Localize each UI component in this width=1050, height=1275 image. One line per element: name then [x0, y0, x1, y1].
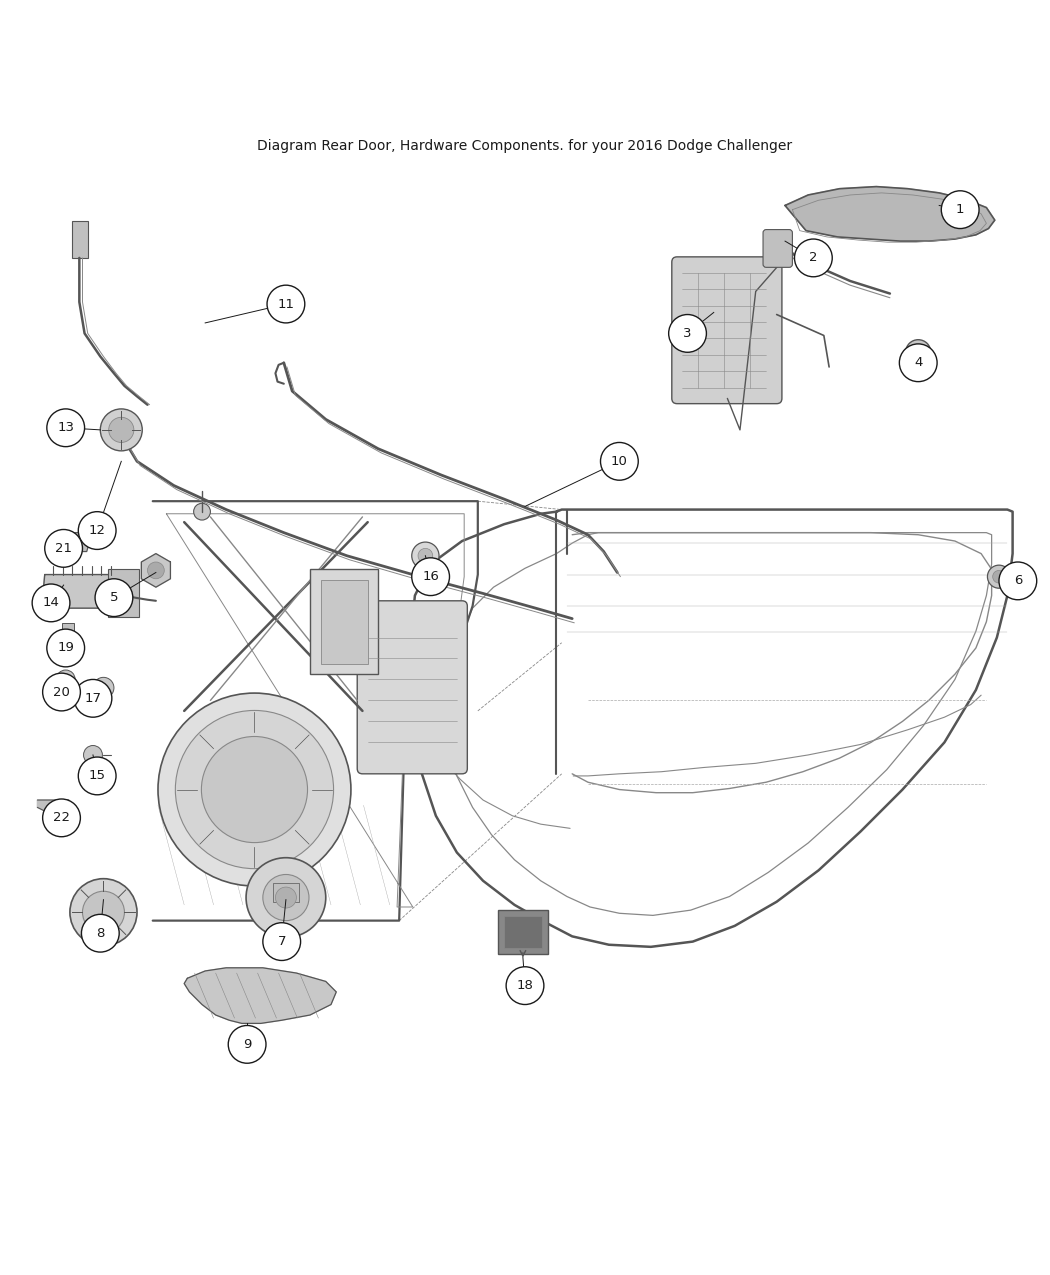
Circle shape — [267, 286, 304, 323]
Circle shape — [47, 409, 85, 446]
Circle shape — [506, 966, 544, 1005]
Circle shape — [228, 1025, 266, 1063]
Polygon shape — [62, 533, 90, 552]
Circle shape — [992, 570, 1005, 583]
Circle shape — [412, 542, 439, 570]
Circle shape — [70, 878, 136, 946]
Circle shape — [45, 529, 83, 567]
Circle shape — [412, 557, 449, 595]
Circle shape — [669, 315, 707, 352]
Text: 18: 18 — [517, 979, 533, 992]
Circle shape — [175, 710, 334, 868]
Circle shape — [82, 914, 120, 952]
Text: 10: 10 — [611, 455, 628, 468]
Text: 21: 21 — [55, 542, 72, 555]
Polygon shape — [142, 553, 170, 588]
Text: 7: 7 — [277, 935, 286, 949]
Text: 6: 6 — [1013, 574, 1022, 588]
Circle shape — [601, 442, 638, 481]
Circle shape — [147, 562, 164, 579]
Circle shape — [912, 346, 924, 358]
Circle shape — [79, 511, 117, 550]
Text: 20: 20 — [54, 686, 70, 699]
Circle shape — [906, 339, 930, 365]
Text: 22: 22 — [52, 811, 70, 825]
Text: 8: 8 — [97, 927, 105, 940]
Text: 16: 16 — [422, 570, 439, 583]
Circle shape — [47, 629, 85, 667]
Text: 11: 11 — [277, 297, 294, 311]
Circle shape — [262, 923, 300, 960]
Polygon shape — [184, 968, 336, 1024]
Circle shape — [900, 344, 937, 381]
Circle shape — [83, 891, 125, 933]
FancyBboxPatch shape — [672, 256, 782, 404]
Text: 1: 1 — [956, 203, 964, 217]
Text: 4: 4 — [915, 356, 922, 370]
Text: Diagram Rear Door, Hardware Components. for your 2016 Dodge Challenger: Diagram Rear Door, Hardware Components. … — [257, 139, 793, 153]
Text: 12: 12 — [88, 524, 106, 537]
Bar — [62, 622, 75, 644]
Circle shape — [158, 694, 351, 886]
Circle shape — [246, 858, 326, 937]
Circle shape — [43, 673, 81, 711]
Text: 9: 9 — [243, 1038, 251, 1051]
Text: 2: 2 — [810, 251, 818, 264]
Bar — [273, 882, 298, 901]
FancyBboxPatch shape — [357, 601, 467, 774]
Polygon shape — [785, 186, 994, 241]
Circle shape — [79, 757, 117, 794]
Circle shape — [418, 548, 433, 564]
Circle shape — [795, 238, 833, 277]
Bar — [72, 221, 88, 258]
Bar — [504, 917, 542, 947]
Text: 14: 14 — [43, 597, 60, 609]
Circle shape — [262, 875, 309, 921]
Circle shape — [101, 409, 142, 451]
FancyBboxPatch shape — [763, 230, 793, 268]
Text: 17: 17 — [84, 692, 102, 705]
Circle shape — [999, 562, 1036, 599]
Circle shape — [84, 746, 103, 765]
Circle shape — [33, 584, 70, 622]
Circle shape — [109, 417, 133, 442]
Circle shape — [96, 579, 132, 617]
Polygon shape — [43, 575, 128, 608]
Circle shape — [193, 504, 210, 520]
Circle shape — [43, 799, 81, 836]
Bar — [108, 570, 139, 617]
Circle shape — [941, 191, 979, 228]
Bar — [320, 580, 368, 664]
Circle shape — [75, 680, 112, 718]
Text: 15: 15 — [88, 769, 106, 783]
Text: 5: 5 — [109, 592, 119, 604]
Text: 3: 3 — [684, 326, 692, 340]
Text: 13: 13 — [57, 421, 75, 435]
Circle shape — [57, 669, 76, 688]
Polygon shape — [38, 799, 69, 817]
Circle shape — [275, 887, 296, 908]
Bar — [310, 570, 378, 674]
Circle shape — [987, 565, 1010, 588]
Bar — [498, 910, 548, 954]
Circle shape — [202, 737, 308, 843]
Text: 19: 19 — [58, 641, 75, 654]
Circle shape — [93, 677, 114, 699]
